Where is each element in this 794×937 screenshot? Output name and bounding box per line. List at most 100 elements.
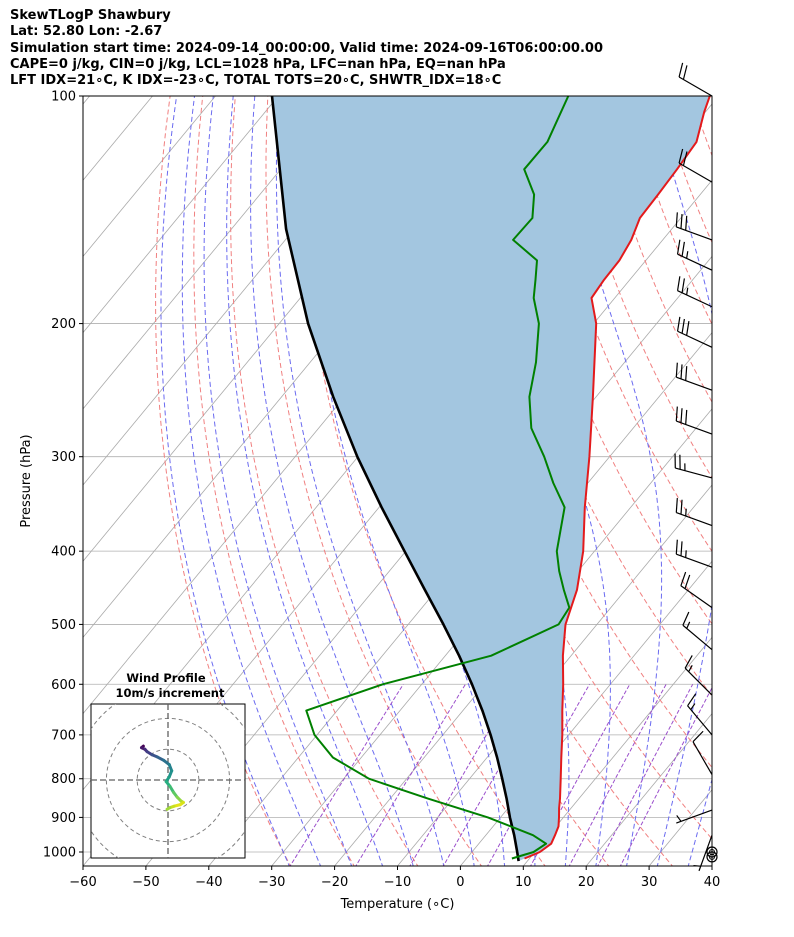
series-layer (270, 96, 711, 862)
wind-barb (684, 655, 713, 696)
wind-barb (687, 693, 713, 736)
x-tick-label: 20 (578, 875, 595, 890)
isotherm-line (83, 96, 342, 410)
isotherm-line (83, 96, 279, 334)
title-block: SkewTLogP Shawbury Lat: 52.80 Lon: -2.67… (10, 8, 603, 89)
wind-barb (678, 148, 713, 183)
negative-area-fill (272, 96, 710, 862)
dry-adiabat (690, 96, 712, 157)
y-tick-label: 300 (51, 450, 76, 465)
x-tick-label: 30 (641, 875, 658, 890)
x-tick-label: −20 (321, 875, 348, 890)
y-tick-label: 200 (51, 317, 76, 332)
x-tick-label: 0 (456, 875, 464, 890)
x-tick-label: −40 (195, 875, 222, 890)
hodograph-segment (165, 806, 172, 811)
y-axis-label: Pressure (hPa) (19, 434, 34, 527)
wind-barb (676, 276, 713, 308)
moist-adiabat (304, 96, 475, 866)
moist-adiabat (650, 96, 712, 866)
wind-barb (692, 730, 713, 775)
moist-adiabat (250, 96, 414, 866)
axes: −60 −50 −40 −30 −20 −10 0 10 20 30 40 100 200 300 400 5… (43, 90, 720, 891)
moist-adiabat (552, 96, 663, 866)
y-tick-label: 500 (51, 618, 76, 633)
wind-barb (674, 453, 713, 479)
isotherm-line (83, 96, 90, 105)
hodograph-subtitle: 10m/s increment (116, 686, 225, 700)
x-tick-label: −60 (69, 875, 96, 890)
mixing-ratio-line (289, 684, 404, 866)
wind-barbs (674, 62, 718, 872)
moist-adiabat (181, 96, 322, 866)
fill-layer (272, 96, 710, 862)
x-tick-label: 10 (515, 875, 532, 890)
x-tick-label: 40 (704, 875, 721, 890)
dry-adiabat (155, 96, 292, 866)
dry-adiabat (397, 96, 712, 840)
isotherm-line (83, 96, 216, 258)
y-tick-label: 900 (51, 811, 76, 826)
wind-barb (675, 539, 713, 568)
mixing-ratio-line (568, 684, 667, 866)
wind-barb (678, 62, 713, 97)
dry-adiabat (193, 96, 355, 866)
moist-adiabat (687, 777, 712, 866)
hodograph-ring (136, 748, 200, 812)
x-tick-label: −10 (384, 875, 411, 890)
parcel-path-line (270, 96, 520, 862)
isotherm-line (459, 560, 712, 866)
dry-adiabat (265, 96, 483, 866)
isotherm-line (522, 636, 712, 866)
moist-adiabat (719, 96, 794, 868)
y-tick-label: 100 (51, 90, 76, 105)
moist-adiabat (750, 96, 794, 868)
wind-barb (676, 239, 713, 271)
y-tick-label: 800 (51, 772, 76, 787)
moist-adiabat (226, 96, 384, 866)
title-line-indices: LFT IDX=21∘C, K IDX=-23∘C, TOTAL TOTS=20… (10, 73, 502, 89)
wind-barb (675, 212, 713, 241)
dry-adiabat (724, 96, 794, 868)
wind-barb (680, 571, 713, 609)
mixing-ratio-line (442, 684, 549, 866)
wind-barb (682, 611, 713, 651)
y-tick-label: 400 (51, 545, 76, 560)
title-line-station: SkewTLogP Shawbury (10, 8, 171, 23)
mixing-ratio-line (409, 684, 517, 866)
dry-adiabat (560, 96, 712, 479)
y-tick-label: 700 (51, 728, 76, 743)
moist-adiabat (203, 96, 353, 866)
dry-adiabat (658, 96, 712, 244)
dry-adiabat (789, 96, 794, 868)
wind-barb (676, 316, 713, 348)
dewpoint-line (305, 96, 571, 860)
isotherm-line (711, 865, 712, 866)
temperature-line (524, 96, 711, 860)
title-line-times: Simulation start time: 2024-09-14_00:00:… (10, 40, 603, 56)
isotherm-line (271, 331, 712, 866)
wind-barb (675, 362, 713, 391)
title-line-cape: CAPE=0 j/kg, CIN=0 j/kg, LCL=1028 hPa, L… (10, 56, 506, 72)
isotherm-line (773, 96, 794, 868)
y-tick-label: 600 (51, 678, 76, 693)
x-tick-label: −50 (132, 875, 159, 890)
isotherm-line (334, 408, 712, 866)
wind-barb (675, 406, 713, 435)
wind-barb (676, 809, 713, 824)
wind-barb (675, 497, 713, 527)
x-tick-label: −30 (258, 875, 285, 890)
moist-adiabat (275, 96, 445, 866)
dry-adiabat (757, 96, 794, 868)
mixing-ratio-line (355, 684, 466, 866)
y-tick-label: 1000 (43, 846, 76, 861)
mixing-ratio-line (619, 686, 712, 866)
mixing-ratio-line (597, 684, 694, 866)
hodograph-title: Wind Profile (126, 671, 206, 685)
isotherm-line (585, 712, 712, 866)
x-axis-label: Temperature (∘C) (340, 897, 455, 912)
moist-adiabat (160, 96, 290, 866)
title-line-location: Lat: 52.80 Lon: -2.67 (10, 24, 163, 40)
